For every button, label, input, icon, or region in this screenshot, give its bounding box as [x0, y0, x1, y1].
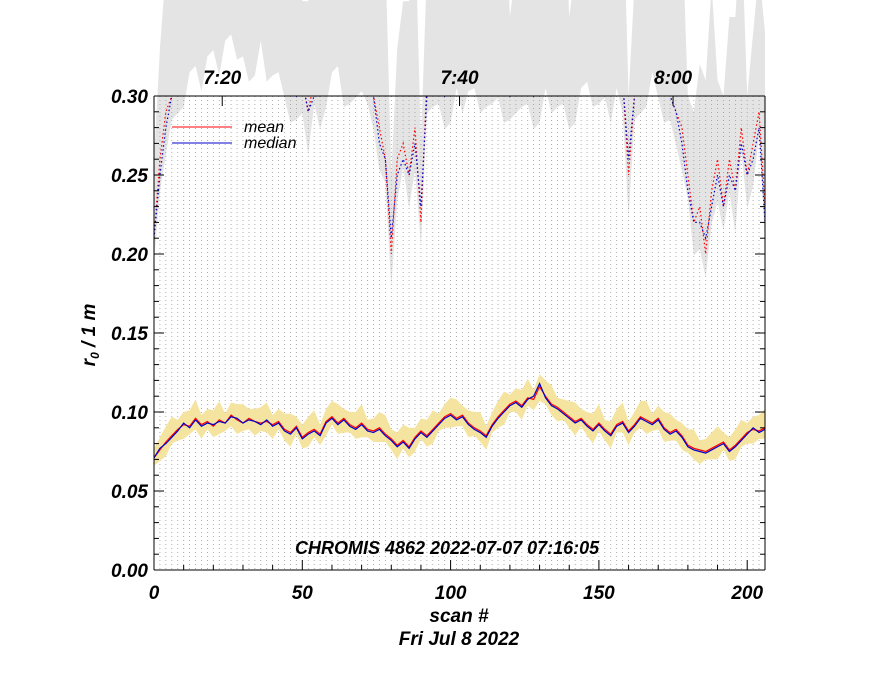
y-axis-title: r0 / 1 m — [79, 304, 102, 367]
x-tick-label: 50 — [292, 583, 314, 604]
top-time-label: 7:20 — [203, 68, 241, 89]
legend-label-mean: mean — [244, 119, 284, 136]
upper-range-fill — [154, 0, 765, 288]
y-tick-label: 0.30 — [111, 87, 148, 108]
upper-range-band — [154, 0, 765, 288]
y-tick-label: 0.25 — [111, 166, 148, 187]
date-label: Fri Jul 8 2022 — [399, 629, 520, 650]
top-time-label: 8:00 — [654, 68, 692, 89]
lower-range-fill — [154, 374, 765, 466]
legend-label-median: median — [244, 135, 297, 152]
x-tick-label: 100 — [435, 583, 467, 604]
top-time-label: 7:40 — [440, 68, 478, 89]
x-tick-label: 200 — [730, 583, 763, 604]
y-tick-label: 0.00 — [111, 561, 148, 582]
legend: mean median — [172, 119, 297, 152]
chart-annotation: CHROMIS 4862 2022-07-07 07:16:05 — [295, 538, 600, 558]
series-line-median — [154, 382, 765, 459]
tick-labels: 0.00 0.05 0.10 0.15 0.20 0.25 0.30 0 50 100 150 200… — [111, 68, 763, 604]
series-lines — [154, 96, 765, 459]
vertical-gridlines — [159, 96, 760, 570]
axes — [153, 95, 766, 571]
x-axis-title: scan # — [429, 606, 489, 627]
y-tick-label: 0.05 — [111, 482, 148, 503]
y-tick-label: 0.10 — [111, 403, 148, 424]
lower-range-band — [154, 374, 765, 466]
x-tick-label: 150 — [583, 583, 615, 604]
y-tick-label: 0.15 — [111, 324, 148, 345]
x-tick-label: 0 — [149, 583, 160, 604]
y-tick-label: 0.20 — [111, 245, 148, 266]
